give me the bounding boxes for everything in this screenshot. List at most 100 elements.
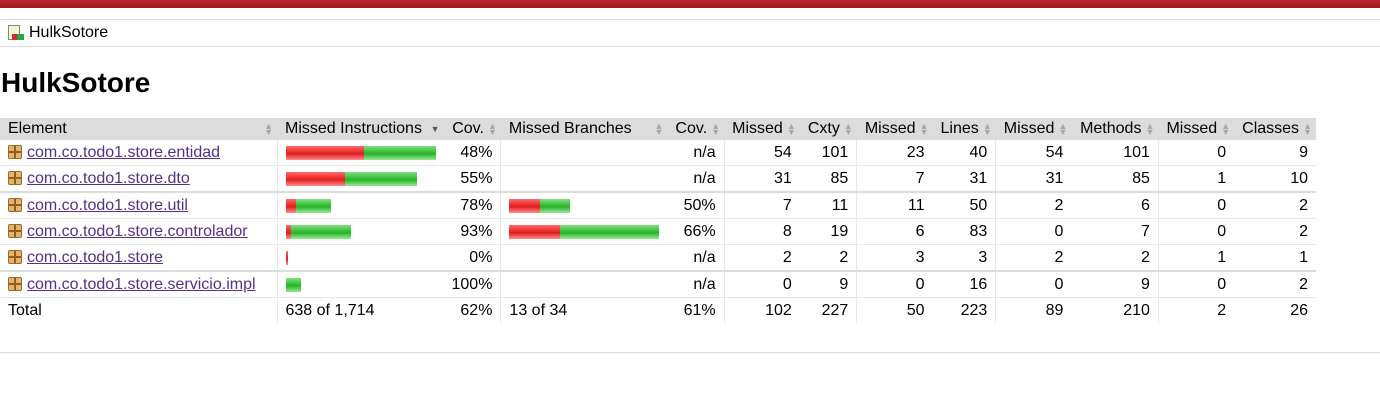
sort-icon: ▲ ▼ bbox=[1058, 121, 1068, 137]
total-cov-instructions: 62% bbox=[443, 297, 501, 323]
element-cell: com.co.todo1.store.servicio.impl bbox=[0, 271, 277, 298]
methods: 85 bbox=[1071, 165, 1159, 193]
column-header-missed-instructions[interactable]: Missed Instructions ▼ bbox=[277, 118, 444, 140]
missed-cxty: 2 bbox=[723, 244, 800, 272]
package-link[interactable]: com.co.todo1.store bbox=[27, 248, 164, 266]
column-header-missed-lines[interactable]: Missed ▲ ▼ bbox=[856, 118, 933, 140]
sort-icon: ▲ ▼ bbox=[488, 121, 497, 137]
breadcrumb-label: HulkSotore bbox=[29, 24, 109, 41]
methods: 2 bbox=[1071, 244, 1159, 272]
total-methods: 210 bbox=[1071, 297, 1159, 323]
total-lines: 223 bbox=[932, 297, 996, 323]
table-row: com.co.todo1.store.dto 55% n/a 31 85 7 31 31 85 1… bbox=[0, 165, 1317, 193]
table-row: com.co.todo1.store.entidad 48% n/a 54 101 23 4… bbox=[0, 140, 1317, 166]
methods: 7 bbox=[1071, 218, 1159, 245]
table-row: com.co.todo1.store.controlador 93% 66% 8 19 6… bbox=[0, 218, 1317, 245]
instructions-bar bbox=[285, 224, 436, 239]
element-cell: com.co.todo1.store.entidad bbox=[0, 140, 277, 166]
column-header-missed-methods[interactable]: Missed ▲ ▼ bbox=[995, 118, 1072, 140]
missed-cxty: 7 bbox=[723, 192, 800, 219]
cov-instructions: 78% bbox=[443, 192, 501, 219]
total-cov-branches: 61% bbox=[667, 297, 725, 323]
package-icon bbox=[8, 197, 22, 212]
total-row: Total 638 of 1,714 62% 13 of 34 61% 102 … bbox=[0, 297, 1317, 323]
missed-lines: 11 bbox=[856, 192, 933, 219]
missed-cxty: 8 bbox=[723, 218, 800, 245]
classes: 2 bbox=[1234, 218, 1317, 245]
sort-icon: ▲ ▼ bbox=[264, 121, 273, 137]
cov-instructions: 93% bbox=[443, 218, 501, 245]
package-icon bbox=[8, 144, 22, 159]
cxty: 9 bbox=[799, 271, 857, 298]
column-header-cxty[interactable]: Cxty ▲ ▼ bbox=[799, 118, 857, 140]
instructions-cell bbox=[276, 140, 444, 166]
instructions-bar-covered bbox=[295, 198, 331, 213]
cxty: 19 bbox=[799, 218, 857, 245]
sort-icon: ▲ ▼ bbox=[654, 121, 664, 137]
cov-branches: n/a bbox=[667, 165, 725, 193]
column-header-classes[interactable]: Classes ▲ ▼ bbox=[1234, 118, 1317, 140]
column-header-cov-branches[interactable]: Cov. ▲ ▼ bbox=[667, 118, 725, 140]
instructions-bar-covered bbox=[344, 171, 417, 186]
cov-branches: n/a bbox=[667, 271, 725, 298]
total-missed-methods: 89 bbox=[995, 297, 1072, 323]
cxty: 11 bbox=[799, 192, 857, 219]
total-label: Total bbox=[0, 297, 277, 323]
lines: 16 bbox=[932, 271, 996, 298]
package-link[interactable]: com.co.todo1.store.entidad bbox=[27, 143, 221, 161]
missed-lines: 23 bbox=[856, 140, 933, 166]
cov-instructions: 55% bbox=[443, 165, 501, 193]
element-cell: com.co.todo1.store.controlador bbox=[0, 218, 277, 245]
missed-lines: 0 bbox=[856, 271, 933, 298]
column-header-cov-instructions[interactable]: Cov. ▲ ▼ bbox=[443, 118, 501, 140]
breadcrumb: HulkSotore bbox=[0, 19, 1380, 47]
instructions-bar bbox=[285, 198, 436, 213]
sort-icon: ▲ ▼ bbox=[982, 121, 992, 137]
package-link[interactable]: com.co.todo1.store.servicio.impl bbox=[27, 275, 256, 293]
missed-methods: 0 bbox=[995, 218, 1072, 245]
cov-instructions: 0% bbox=[443, 244, 501, 272]
column-header-missed-cxty[interactable]: Missed ▲ ▼ bbox=[724, 118, 800, 140]
instructions-bar bbox=[285, 171, 436, 186]
table-header: Element ▲ ▼ Missed Instructions ▼ Cov. ▲ ▼ Mi… bbox=[0, 118, 1317, 140]
package-icon bbox=[8, 249, 22, 264]
column-header-missed-branches[interactable]: Missed Branches ▲ ▼ bbox=[500, 118, 668, 140]
instructions-bar-missed bbox=[285, 224, 291, 239]
package-link[interactable]: com.co.todo1.store.util bbox=[27, 196, 188, 214]
package-link[interactable]: com.co.todo1.store.controlador bbox=[27, 222, 248, 240]
branches-bar bbox=[509, 198, 659, 213]
column-header-methods[interactable]: Methods ▲ ▼ bbox=[1071, 118, 1159, 140]
classes: 2 bbox=[1234, 271, 1317, 298]
missed-cxty: 54 bbox=[723, 140, 800, 166]
methods: 6 bbox=[1071, 192, 1159, 219]
missed-classes: 0 bbox=[1157, 271, 1235, 298]
report-icon bbox=[8, 25, 24, 41]
instructions-cell bbox=[276, 218, 444, 245]
sort-icon: ▲ ▼ bbox=[919, 121, 929, 137]
classes: 1 bbox=[1234, 244, 1317, 272]
package-link[interactable]: com.co.todo1.store.dto bbox=[27, 169, 190, 187]
instructions-cell bbox=[276, 271, 444, 298]
top-accent-bar bbox=[0, 0, 1380, 8]
sort-icon: ▲ ▼ bbox=[1303, 121, 1313, 137]
lines: 40 bbox=[932, 140, 996, 166]
missed-classes: 0 bbox=[1157, 218, 1235, 245]
column-header-element[interactable]: Element ▲ ▼ bbox=[0, 118, 277, 140]
instructions-bar-missed bbox=[285, 145, 364, 160]
page-title: HulkSotore bbox=[1, 67, 151, 98]
classes: 2 bbox=[1234, 192, 1317, 219]
cov-branches: n/a bbox=[667, 244, 725, 272]
coverage-table: Element ▲ ▼ Missed Instructions ▼ Cov. ▲ ▼ Mi… bbox=[0, 118, 1317, 323]
branches-bar-missed bbox=[509, 224, 561, 239]
cov-instructions: 100% bbox=[443, 271, 501, 298]
column-header-lines[interactable]: Lines ▲ ▼ bbox=[932, 118, 996, 140]
element-cell: com.co.todo1.store bbox=[0, 244, 277, 272]
branches-bar bbox=[509, 224, 660, 239]
sort-desc-icon: ▼ bbox=[430, 124, 440, 134]
instructions-bar-missed bbox=[285, 171, 345, 186]
sort-icon: ▲ ▼ bbox=[1221, 121, 1231, 137]
instructions-bar-covered bbox=[285, 277, 301, 292]
column-header-missed-classes[interactable]: Missed ▲ ▼ bbox=[1158, 118, 1235, 140]
missed-methods: 2 bbox=[995, 244, 1072, 272]
branches-cell bbox=[500, 244, 668, 272]
